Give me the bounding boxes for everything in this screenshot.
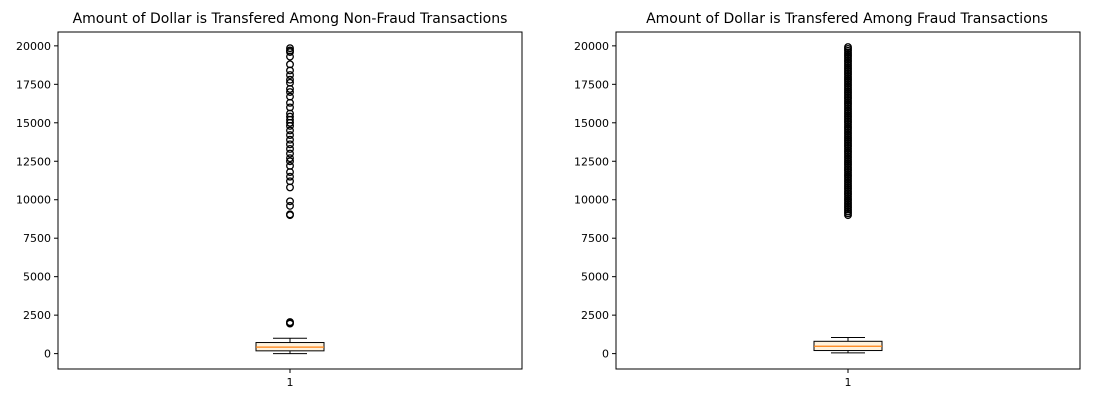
x-tick-label: 1 [845, 376, 852, 389]
y-tick-label: 5000 [23, 271, 51, 284]
outlier-point [286, 103, 294, 112]
fraud-boxplot: Amount of Dollar is Transfered Among Fra… [574, 11, 1081, 389]
outlier-point [286, 161, 294, 170]
y-tick-label: 7500 [581, 232, 609, 245]
y-tick-label: 0 [602, 348, 609, 361]
outlier-point [286, 135, 294, 144]
y-tick-label: 10000 [574, 194, 609, 207]
outlier-point [286, 318, 294, 327]
y-axis: 0 2500 5000 7500 10000 12500 15000 17500 20000 [574, 40, 616, 361]
box [255, 337, 325, 355]
chart-title: Amount of Dollar is Transfered Among Non… [73, 11, 508, 27]
outlier-point [286, 131, 294, 140]
outlier-point [286, 75, 294, 84]
y-tick-label: 20000 [574, 40, 609, 53]
y-tick-label: 7500 [23, 232, 51, 245]
chart-title: Amount of Dollar is Transfered Among Fra… [646, 11, 1048, 27]
outlier-point [286, 71, 294, 80]
outlier-point [286, 88, 294, 96]
y-tick-label: 12500 [574, 155, 609, 168]
y-tick-label: 17500 [574, 78, 609, 91]
outlier-point [286, 157, 294, 166]
outlier-point [286, 149, 294, 158]
outlier-point [286, 60, 294, 69]
outlier-point [286, 154, 294, 163]
outlier-point [844, 43, 852, 52]
y-tick-label: 12500 [16, 155, 51, 168]
box [813, 336, 883, 354]
y-tick-label: 15000 [574, 117, 609, 130]
non-fraud-boxplot: Amount of Dollar is Transfered Among Non… [16, 11, 523, 389]
y-tick-label: 17500 [16, 78, 51, 91]
y-axis: 0 2500 5000 7500 10000 12500 15000 17500 20000 [16, 40, 58, 361]
outlier-point [286, 172, 294, 181]
outlier-point [286, 112, 294, 121]
x-tick-label: 1 [287, 376, 294, 389]
y-tick-label: 0 [44, 348, 51, 361]
outlier-point [286, 144, 294, 153]
outlier-point [286, 197, 294, 206]
outlier-point [286, 78, 294, 87]
y-tick-label: 2500 [23, 309, 51, 322]
outlier-point [286, 126, 294, 135]
y-tick-label: 15000 [16, 117, 51, 130]
outlier-point [286, 210, 294, 219]
y-tick-label: 20000 [16, 40, 51, 53]
x-axis: 1 [845, 369, 852, 389]
x-axis: 1 [287, 369, 294, 389]
outlier-point [286, 44, 294, 53]
y-tick-label: 2500 [581, 309, 609, 322]
outlier-point [286, 140, 294, 149]
outlier-point [286, 177, 294, 186]
outlier-point [286, 46, 294, 55]
outlier-point [286, 201, 294, 210]
y-tick-label: 10000 [16, 194, 51, 207]
outlier-point [286, 92, 294, 101]
y-tick-label: 5000 [581, 271, 609, 284]
outliers [844, 43, 852, 220]
outliers [286, 44, 294, 328]
